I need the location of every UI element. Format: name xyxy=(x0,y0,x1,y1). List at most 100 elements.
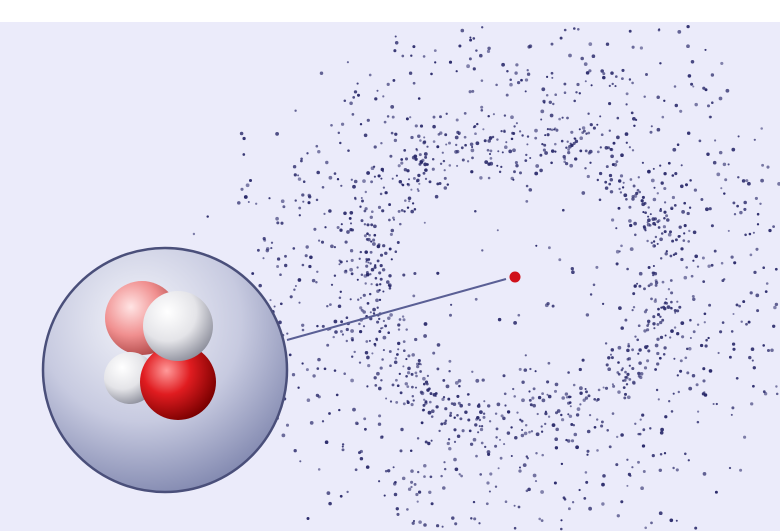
particle-dot xyxy=(389,364,392,368)
particle-dot xyxy=(573,27,576,30)
particle-dot xyxy=(620,153,624,158)
particle-dot xyxy=(517,313,521,317)
particle-dot xyxy=(647,218,651,223)
particle-dot xyxy=(584,149,588,153)
particle-dot xyxy=(332,335,335,339)
particle-dot xyxy=(531,396,535,400)
particle-dot xyxy=(655,388,659,392)
particle-dot xyxy=(367,261,370,264)
particle-dot xyxy=(276,221,280,225)
particle-dot xyxy=(432,115,436,119)
particle-dot xyxy=(391,383,395,387)
particle-dot xyxy=(406,169,410,173)
particle-dot xyxy=(628,205,632,209)
particle-dot xyxy=(422,403,426,407)
particle-dot xyxy=(645,347,648,350)
particle-dot xyxy=(652,167,655,170)
particle-dot xyxy=(600,133,604,137)
particle-dot xyxy=(392,218,396,221)
particle-dot xyxy=(628,78,632,81)
particle-dot xyxy=(443,186,448,190)
particle-dot xyxy=(435,524,440,528)
particle-dot xyxy=(477,403,481,406)
particle-dot xyxy=(694,526,698,530)
particle-dot xyxy=(697,410,700,413)
particle-dot xyxy=(441,397,445,402)
particle-dot xyxy=(619,191,623,194)
particle-dot xyxy=(458,384,461,388)
particle-dot xyxy=(461,158,465,162)
particle-dot xyxy=(472,67,476,71)
particle-dot xyxy=(643,366,648,370)
particle-dot xyxy=(470,148,475,153)
particle-dot xyxy=(581,191,586,195)
particle-dot xyxy=(375,337,378,341)
particle-dot xyxy=(339,494,343,498)
particle-dot xyxy=(604,186,609,190)
particle-dot xyxy=(683,275,688,280)
particle-dot xyxy=(268,197,271,200)
particle-dot xyxy=(368,339,371,342)
particle-dot xyxy=(536,412,539,416)
particle-dot xyxy=(354,468,358,472)
particle-dot xyxy=(365,238,369,241)
particle-dot xyxy=(617,179,622,183)
particle-dot xyxy=(656,127,661,132)
particle-dot xyxy=(448,447,452,451)
particle-dot xyxy=(553,481,557,485)
particle-dot xyxy=(391,115,395,119)
particle-dot xyxy=(560,527,563,531)
particle-dot xyxy=(379,366,383,370)
particle-dot xyxy=(400,183,403,186)
particle-dot xyxy=(376,306,379,309)
particle-dot xyxy=(348,216,352,220)
particle-dot xyxy=(443,461,446,464)
particle-dot xyxy=(279,273,282,277)
particle-dot xyxy=(688,347,692,351)
particle-dot xyxy=(192,232,196,236)
particle-dot xyxy=(321,420,325,423)
particle-dot xyxy=(410,403,414,407)
particle-dot xyxy=(529,156,532,160)
particle-dot xyxy=(546,128,550,131)
particle-dot xyxy=(744,233,747,237)
particle-dot xyxy=(775,392,779,396)
particle-dot xyxy=(546,301,550,306)
particle-dot xyxy=(704,344,708,348)
particle-dot xyxy=(401,476,406,481)
particle-dot xyxy=(708,303,712,307)
particle-dot xyxy=(413,271,417,276)
particle-dot xyxy=(735,303,739,307)
particle-dot xyxy=(759,202,762,206)
particle-dot xyxy=(359,296,362,299)
particle-dot xyxy=(730,413,733,416)
particle-dot xyxy=(429,475,433,479)
particle-dot xyxy=(300,159,303,163)
particle-dot xyxy=(539,168,543,173)
particle-dot xyxy=(439,115,442,119)
particle-dot xyxy=(528,188,533,192)
particle-dot xyxy=(279,302,283,306)
particle-dot xyxy=(471,89,475,93)
particle-dot xyxy=(424,155,428,159)
particle-dot xyxy=(449,411,453,415)
particle-dot xyxy=(544,412,548,416)
particle-dot xyxy=(663,217,666,220)
particle-dot xyxy=(410,188,413,191)
particle-dot xyxy=(400,209,404,212)
particle-dot xyxy=(505,141,508,144)
particle-dot xyxy=(423,523,427,527)
particle-dot xyxy=(409,116,412,119)
particle-dot xyxy=(439,162,443,165)
particle-dot xyxy=(363,417,367,421)
particle-dot xyxy=(291,373,296,377)
particle-dot xyxy=(620,433,624,437)
particle-dot xyxy=(576,407,581,411)
particle-dot xyxy=(447,438,451,441)
particle-dot xyxy=(395,174,398,177)
particle-dot xyxy=(617,345,622,350)
particle-dot xyxy=(558,117,561,121)
particle-dot xyxy=(609,353,613,356)
particle-dot xyxy=(269,299,272,302)
